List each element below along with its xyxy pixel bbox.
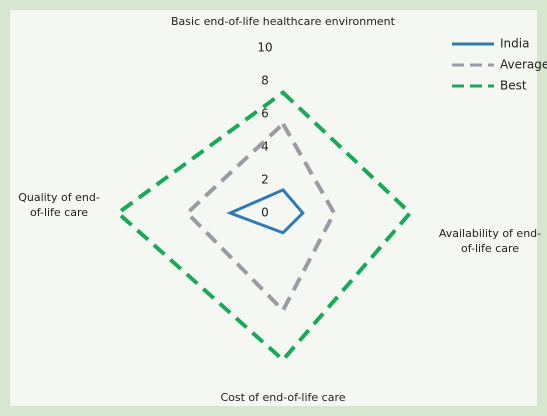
- radar-series: [226, 188, 305, 235]
- r-tick-label: 4: [261, 140, 269, 154]
- radar-series: [114, 89, 413, 363]
- r-tick-label: 2: [261, 173, 269, 187]
- legend-label: Average: [500, 58, 547, 72]
- r-tick-label: 0: [261, 206, 269, 220]
- category-label: Quality of end-of-life care: [18, 191, 100, 219]
- r-tick-label: 6: [261, 107, 269, 121]
- legend-label: India: [500, 37, 529, 51]
- category-label: Cost of end-of-life care: [220, 391, 346, 404]
- category-label: Availability of end-of-life care: [438, 227, 542, 255]
- r-tick-label: 8: [261, 74, 269, 88]
- legend-label: Best: [500, 79, 527, 93]
- radar-series: [184, 120, 337, 314]
- plot-panel: [10, 10, 537, 406]
- r-tick-label: 10: [257, 41, 272, 55]
- category-label: Basic end-of-life healthcare environment: [171, 15, 395, 28]
